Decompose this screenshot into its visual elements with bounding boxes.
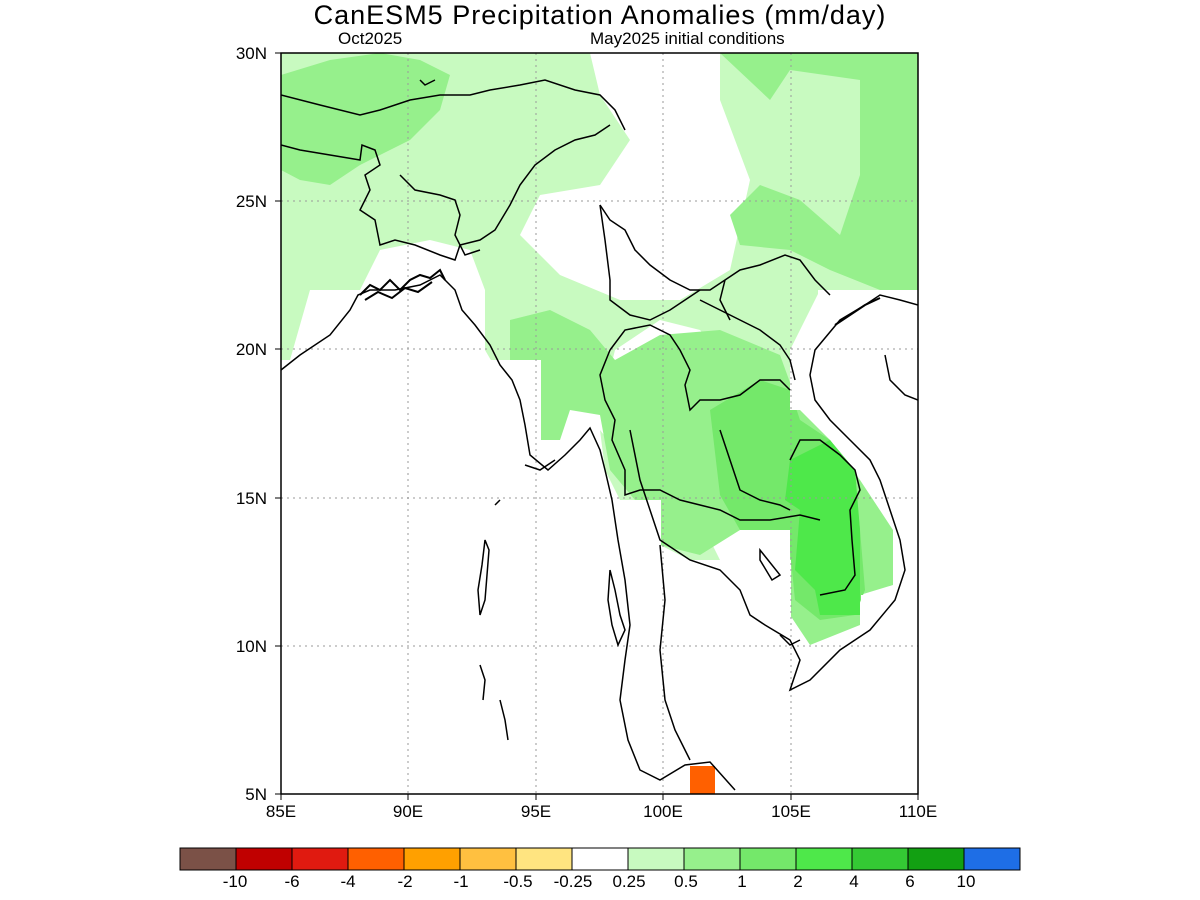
chart-title: CanESM5 Precipitation Anomalies (mm/day) <box>313 0 887 30</box>
plot-frame <box>280 52 919 795</box>
colorbar-label: 10 <box>956 872 976 891</box>
y-tick-label: 30N <box>235 44 267 63</box>
colorbar-label: -2 <box>397 872 413 891</box>
x-tick-label: 85E <box>265 802 297 821</box>
colorbar-swatch <box>179 847 237 871</box>
country-borders <box>281 79 861 596</box>
y-tick-label: 20N <box>235 340 267 359</box>
colorbar-swatch <box>515 847 573 871</box>
colorbar-swatch <box>683 847 741 871</box>
colorbar-label: 2 <box>793 872 803 891</box>
y-tick-label: 5N <box>245 785 267 804</box>
tick-marks <box>275 52 919 800</box>
colorbar-label: -0.5 <box>503 872 533 891</box>
forecast-month: Oct2025 <box>338 29 403 48</box>
x-tick-label: 90E <box>392 802 424 821</box>
x-tick-label: 110E <box>898 802 938 821</box>
coastlines <box>281 274 918 791</box>
colorbar <box>179 847 1021 871</box>
colorbar-swatch <box>291 847 349 871</box>
colorbar-label: -6 <box>284 872 300 891</box>
colorbar-label: 0.5 <box>674 872 698 891</box>
y-tick-label: 25N <box>235 192 267 211</box>
colorbar-swatch <box>347 847 405 871</box>
colorbar-label: -4 <box>340 872 356 891</box>
x-tick-label: 95E <box>520 802 552 821</box>
masked-cells <box>281 290 918 794</box>
islands <box>419 79 801 741</box>
colorbar-label: -10 <box>222 872 248 891</box>
colorbar-label: 0.25 <box>612 872 646 891</box>
colorbar-label: -1 <box>453 872 469 891</box>
y-tick-label: 15N <box>235 489 267 508</box>
colorbar-label: 4 <box>849 872 859 891</box>
colorbar-label: 1 <box>737 872 747 891</box>
anomaly-shading <box>281 53 918 794</box>
colorbar-swatch <box>795 847 853 871</box>
colorbar-swatch <box>851 847 909 871</box>
colorbar-swatch <box>459 847 517 871</box>
colorbar-label: -0.25 <box>553 872 593 891</box>
colorbar-swatch <box>403 847 461 871</box>
colorbar-swatch <box>627 847 685 871</box>
x-tick-label: 100E <box>643 802 683 821</box>
colorbar-swatch <box>235 847 293 871</box>
colorbar-swatch <box>907 847 965 871</box>
colorbar-swatch <box>739 847 797 871</box>
y-tick-label: 10N <box>235 637 267 656</box>
colorbar-swatch <box>963 847 1021 871</box>
colorbar-label: 6 <box>905 872 915 891</box>
anomaly-fill-negative <box>690 766 715 794</box>
anomaly-fill-strong <box>785 440 860 615</box>
gridlines <box>281 53 918 794</box>
x-tick-label: 105E <box>771 802 811 821</box>
delta-coast <box>359 268 881 326</box>
initial-conditions-label: May2025 initial conditions <box>590 29 785 48</box>
colorbar-swatch <box>571 847 629 871</box>
